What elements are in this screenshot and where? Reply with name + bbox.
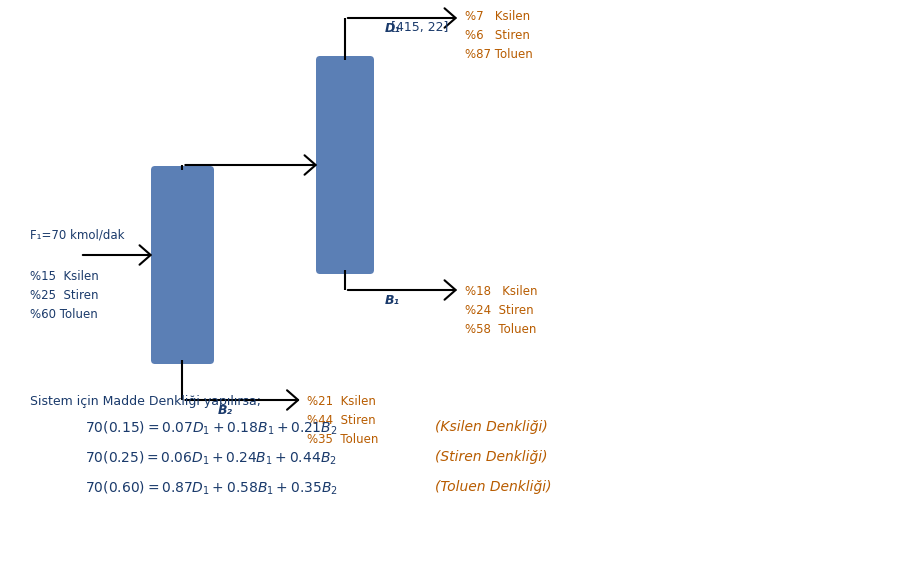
Text: $70(0.60) = 0.87D_1 + 0.58B_1 + 0.35B_2$: $70(0.60) = 0.87D_1 + 0.58B_1 + 0.35B_2$ <box>85 480 337 497</box>
Text: $70(0.25) = 0.06D_1 + 0.24B_1 + 0.44B_2$: $70(0.25) = 0.06D_1 + 0.24B_1 + 0.44B_2$ <box>85 450 336 467</box>
Text: %18   Ksilen
%24  Stiren
%58  Toluen: %18 Ksilen %24 Stiren %58 Toluen <box>464 285 537 336</box>
FancyBboxPatch shape <box>151 166 214 364</box>
Text: (Stiren Denkliği): (Stiren Denkliği) <box>435 450 547 464</box>
Text: [415, 22]: [415, 22] <box>391 21 448 34</box>
Text: %21  Ksilen
%44  Stiren
%35  Toluen: %21 Ksilen %44 Stiren %35 Toluen <box>307 395 379 446</box>
Text: (Toluen Denkliği): (Toluen Denkliği) <box>435 480 550 494</box>
Text: B₁: B₁ <box>384 294 400 307</box>
Text: F₁=70 kmol/dak: F₁=70 kmol/dak <box>30 228 124 241</box>
Text: $70(0.15) = 0.07D_1 + 0.18B_1 + 0.21B_2$: $70(0.15) = 0.07D_1 + 0.18B_1 + 0.21B_2$ <box>85 420 337 437</box>
Text: %15  Ksilen
%25  Stiren
%60 Toluen: %15 Ksilen %25 Stiren %60 Toluen <box>30 270 98 321</box>
Text: (Ksilen Denkliği): (Ksilen Denkliği) <box>435 420 547 434</box>
Text: B₂: B₂ <box>217 404 233 417</box>
Text: D₁: D₁ <box>384 22 401 35</box>
Text: Sistem için Madde Denkliği yapılırsa;: Sistem için Madde Denkliği yapılırsa; <box>30 395 261 408</box>
Text: %7   Ksilen
%6   Stiren
%87 Toluen: %7 Ksilen %6 Stiren %87 Toluen <box>464 10 532 61</box>
FancyBboxPatch shape <box>315 56 374 274</box>
